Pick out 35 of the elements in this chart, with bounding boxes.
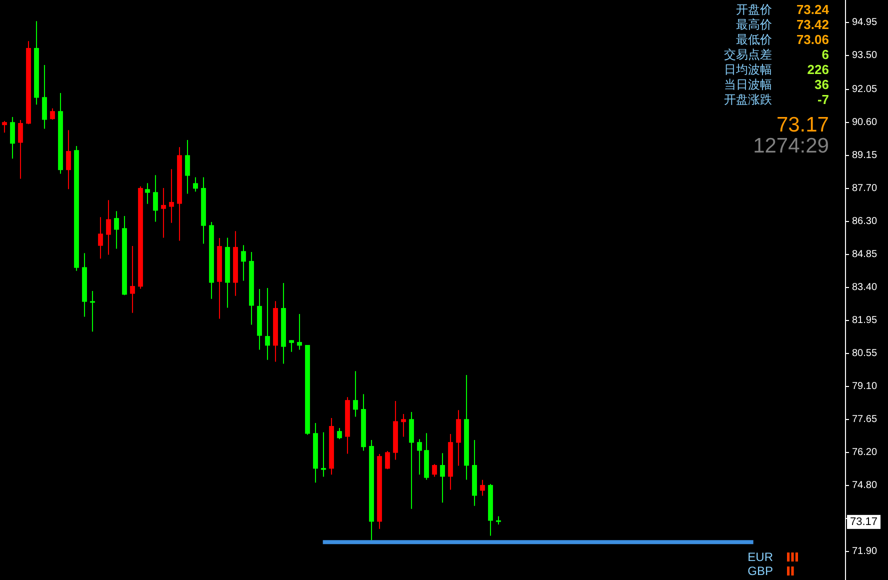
y-tick-label: 76.20 [852, 447, 878, 458]
y-tick-label: 77.65 [852, 414, 878, 425]
annotation: 73.17 [850, 516, 878, 528]
annotation: 36 [814, 77, 829, 92]
annotation: 日均波幅 [724, 62, 772, 76]
y-tick-label: 94.95 [852, 17, 878, 28]
annotation: -7 [817, 92, 829, 107]
annotation: 73.06 [796, 32, 829, 47]
y-tick-label: 89.15 [852, 150, 878, 161]
annotation: 最高价 [736, 18, 772, 32]
y-tick-label: 86.30 [852, 216, 878, 227]
y-tick-label: 83.40 [852, 282, 878, 293]
y-tick-label: 81.95 [852, 315, 878, 326]
annotation: 73.17 [776, 114, 829, 136]
y-tick-label: 93.50 [852, 50, 878, 61]
y-tick-label: 92.05 [852, 84, 878, 95]
annotation: 73.24 [796, 2, 829, 17]
annotation: 开盘价 [736, 2, 772, 16]
annotation: 6 [822, 47, 829, 62]
annotation: 当日波幅 [724, 78, 772, 92]
annotation: GBP [748, 564, 773, 578]
y-tick-label: 90.60 [852, 117, 878, 128]
y-tick-label: 84.85 [852, 249, 878, 260]
annotation: 73.42 [796, 17, 829, 32]
annotation: 最低价 [736, 32, 772, 46]
annotation: 开盘涨跌 [724, 92, 772, 106]
annotation: EUR [748, 550, 773, 564]
annotation: 交易点差 [724, 48, 772, 62]
y-tick-label: 71.90 [852, 546, 878, 557]
y-tick-label: 80.55 [852, 348, 878, 359]
y-tick-label: 87.70 [852, 183, 878, 194]
y-tick-label: 74.80 [852, 480, 878, 491]
y-tick-label: 79.10 [852, 381, 878, 392]
annotation: 226 [807, 62, 829, 77]
annotation: 1274:29 [753, 134, 829, 158]
